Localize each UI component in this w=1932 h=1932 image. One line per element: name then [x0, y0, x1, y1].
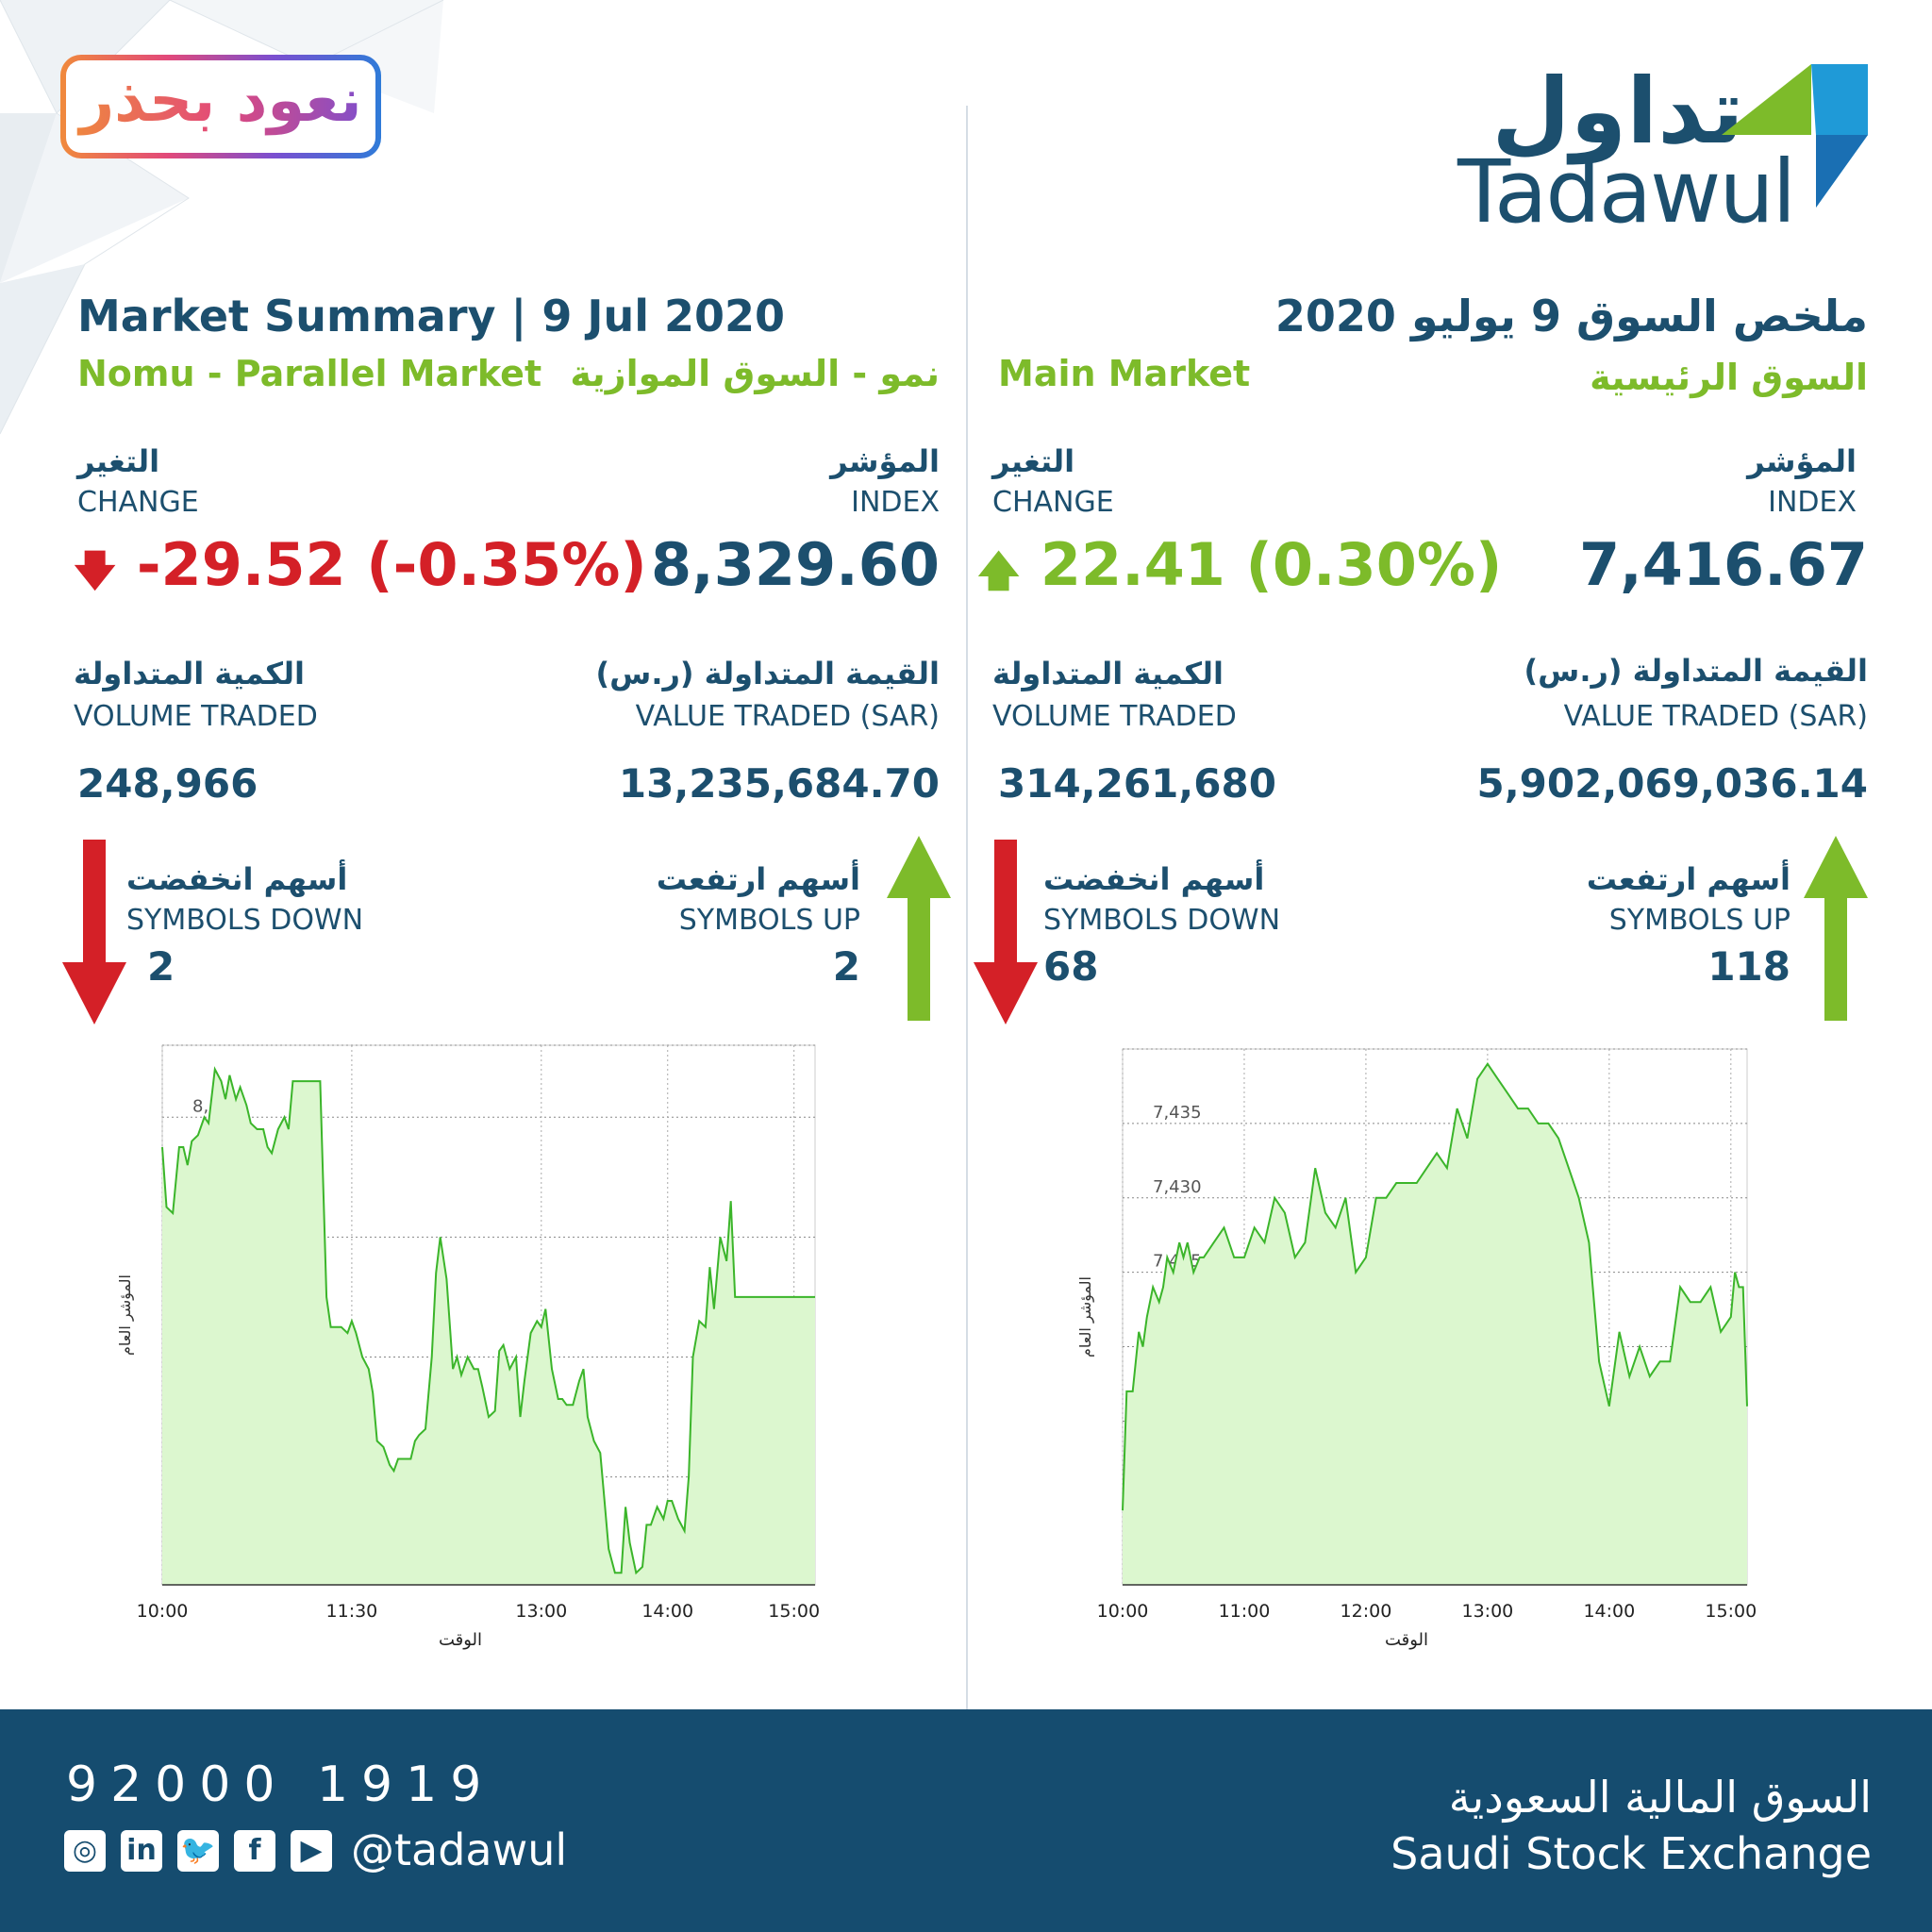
left-valuet-value: 13,235,684.70	[618, 760, 940, 807]
right-title: ملخص السوق 9 يوليو 2020	[1274, 291, 1868, 341]
left-market-ar: نمو - السوق الموازية	[570, 353, 940, 394]
left-market-en: Nomu - Parallel Market	[77, 353, 542, 394]
left-valuet-label-en: VALUE TRADED (SAR)	[635, 700, 940, 733]
down-arrow-icon: 🡇	[74, 547, 117, 595]
nomu-x-tick-label: 15:00	[768, 1601, 820, 1622]
background-pattern	[0, 0, 444, 435]
left-title: Market Summary | 9 Jul 2020	[77, 291, 786, 341]
nomu-y-axis-label: المؤشر العام	[116, 1274, 135, 1356]
right-index-label-ar: المؤشر	[1747, 443, 1857, 479]
big-up-arrow-icon	[887, 836, 951, 1021]
nomu-area-fill	[162, 1069, 815, 1585]
main-area-fill	[1123, 1063, 1747, 1585]
right-index-label-en: INDEX	[1768, 486, 1857, 519]
right-down-label-ar: أسهم انخفضت	[1043, 861, 1265, 897]
left-up-value: 2	[832, 943, 860, 990]
left-index-value: 8,329.60	[651, 530, 940, 599]
campaign-badge: نعود بحذر	[60, 55, 381, 158]
big-down-arrow-icon	[62, 840, 126, 1024]
big-down-arrow-icon	[974, 840, 1038, 1024]
main-market-index-chart: 7,4107,4157,4207,4257,4307,43510:0011:00…	[1076, 1048, 1757, 1650]
left-change-value: 🡇 -29.52 (-0.35%)	[74, 530, 647, 611]
right-market-en: Main Market	[998, 353, 1251, 394]
right-change-number: 22.41 (0.30%)	[1040, 530, 1503, 599]
main-x-tick-label: 12:00	[1341, 1601, 1392, 1622]
left-valuet-label-ar: القيمة المتداولة (ر.س)	[595, 656, 940, 691]
left-change-label-ar: التغير	[77, 443, 160, 479]
panel-divider	[966, 106, 968, 1709]
nomu-x-tick-label: 10:00	[137, 1601, 189, 1622]
left-up-label-en: SYMBOLS UP	[678, 904, 860, 937]
nomu-x-axis-label: الوقت	[439, 1630, 482, 1650]
main-x-tick-label: 14:00	[1583, 1601, 1635, 1622]
linkedin-icon[interactable]: in	[121, 1830, 162, 1872]
right-volume-value: 314,261,680	[998, 760, 1276, 807]
right-index-value: 7,416.67	[1579, 530, 1868, 599]
right-change-label-ar: التغير	[992, 443, 1075, 479]
right-up-label-en: SYMBOLS UP	[1608, 904, 1790, 937]
nomu-x-tick-label: 13:00	[515, 1601, 567, 1622]
logo-mark-icon	[1722, 64, 1868, 208]
main-x-tick-label: 15:00	[1705, 1601, 1757, 1622]
exchange-name-en: Saudi Stock Exchange	[1391, 1828, 1872, 1879]
right-change-label-en: CHANGE	[992, 486, 1114, 519]
right-up-value: 118	[1707, 943, 1790, 990]
main-x-tick-label: 13:00	[1462, 1601, 1514, 1622]
right-up-label-ar: أسهم ارتفعت	[1586, 861, 1790, 897]
big-up-arrow-icon	[1804, 836, 1868, 1021]
instagram-icon[interactable]: ◎	[64, 1830, 106, 1872]
main-x-axis-label: الوقت	[1385, 1630, 1428, 1650]
left-down-value: 2	[147, 943, 175, 990]
twitter-icon[interactable]: 🐦	[177, 1830, 219, 1872]
logo-english: Tadawul	[1457, 142, 1796, 242]
right-market-ar: السوق الرئيسية	[1590, 357, 1868, 398]
nomu-x-tick-label: 14:00	[641, 1601, 693, 1622]
left-index-label-en: INDEX	[851, 486, 940, 519]
right-down-value: 68	[1043, 943, 1099, 990]
up-arrow-icon: 🡅	[977, 547, 1021, 595]
right-valuet-label-ar: القيمة المتداولة (ر.س)	[1524, 653, 1868, 689]
phone-number: 92000 1919	[66, 1757, 495, 1813]
exchange-name-ar: السوق المالية السعودية	[1448, 1772, 1872, 1823]
left-down-label-en: SYMBOLS DOWN	[126, 904, 364, 937]
nomu-index-chart: 8,3008,3208,3408,36010:0011:3013:0014:00…	[116, 1044, 820, 1650]
logo-arabic: تداول	[1491, 58, 1744, 164]
main-y-tick-label: 7,435	[1153, 1103, 1202, 1123]
left-change-number: -29.52 (-0.35%)	[136, 530, 647, 599]
left-volume-label-en: VOLUME TRADED	[74, 700, 318, 733]
right-volume-label-ar: الكمية المتداولة	[992, 656, 1224, 691]
left-index-label-ar: المؤشر	[830, 443, 940, 479]
footer-bar	[0, 1709, 1932, 1932]
right-valuet-label-en: VALUE TRADED (SAR)	[1563, 700, 1868, 733]
left-volume-label-ar: الكمية المتداولة	[74, 656, 305, 691]
right-volume-label-en: VOLUME TRADED	[992, 700, 1237, 733]
main-x-tick-label: 11:00	[1219, 1601, 1271, 1622]
nomu-index-line	[161, 1066, 815, 1575]
left-volume-value: 248,966	[77, 760, 258, 807]
left-down-label-ar: أسهم انخفضت	[126, 861, 348, 897]
badge-text: نعود بحذر	[66, 66, 375, 136]
main-y-axis-label: المؤشر العام	[1076, 1276, 1095, 1357]
facebook-icon[interactable]: f	[234, 1830, 275, 1872]
main-x-tick-label: 10:00	[1097, 1601, 1149, 1622]
main-y-tick-label: 7,430	[1153, 1177, 1202, 1197]
right-valuet-value: 5,902,069,036.14	[1476, 760, 1868, 807]
youtube-icon[interactable]: ▶	[291, 1830, 332, 1872]
main-index-line	[1122, 1062, 1748, 1511]
left-up-label-ar: أسهم ارتفعت	[656, 861, 860, 897]
left-change-label-en: CHANGE	[77, 486, 199, 519]
right-down-label-en: SYMBOLS DOWN	[1043, 904, 1281, 937]
social-handle[interactable]: @tadawul	[351, 1824, 568, 1875]
right-change-value: 🡅 22.41 (0.30%)	[977, 530, 1502, 611]
nomu-x-tick-label: 11:30	[326, 1601, 378, 1622]
